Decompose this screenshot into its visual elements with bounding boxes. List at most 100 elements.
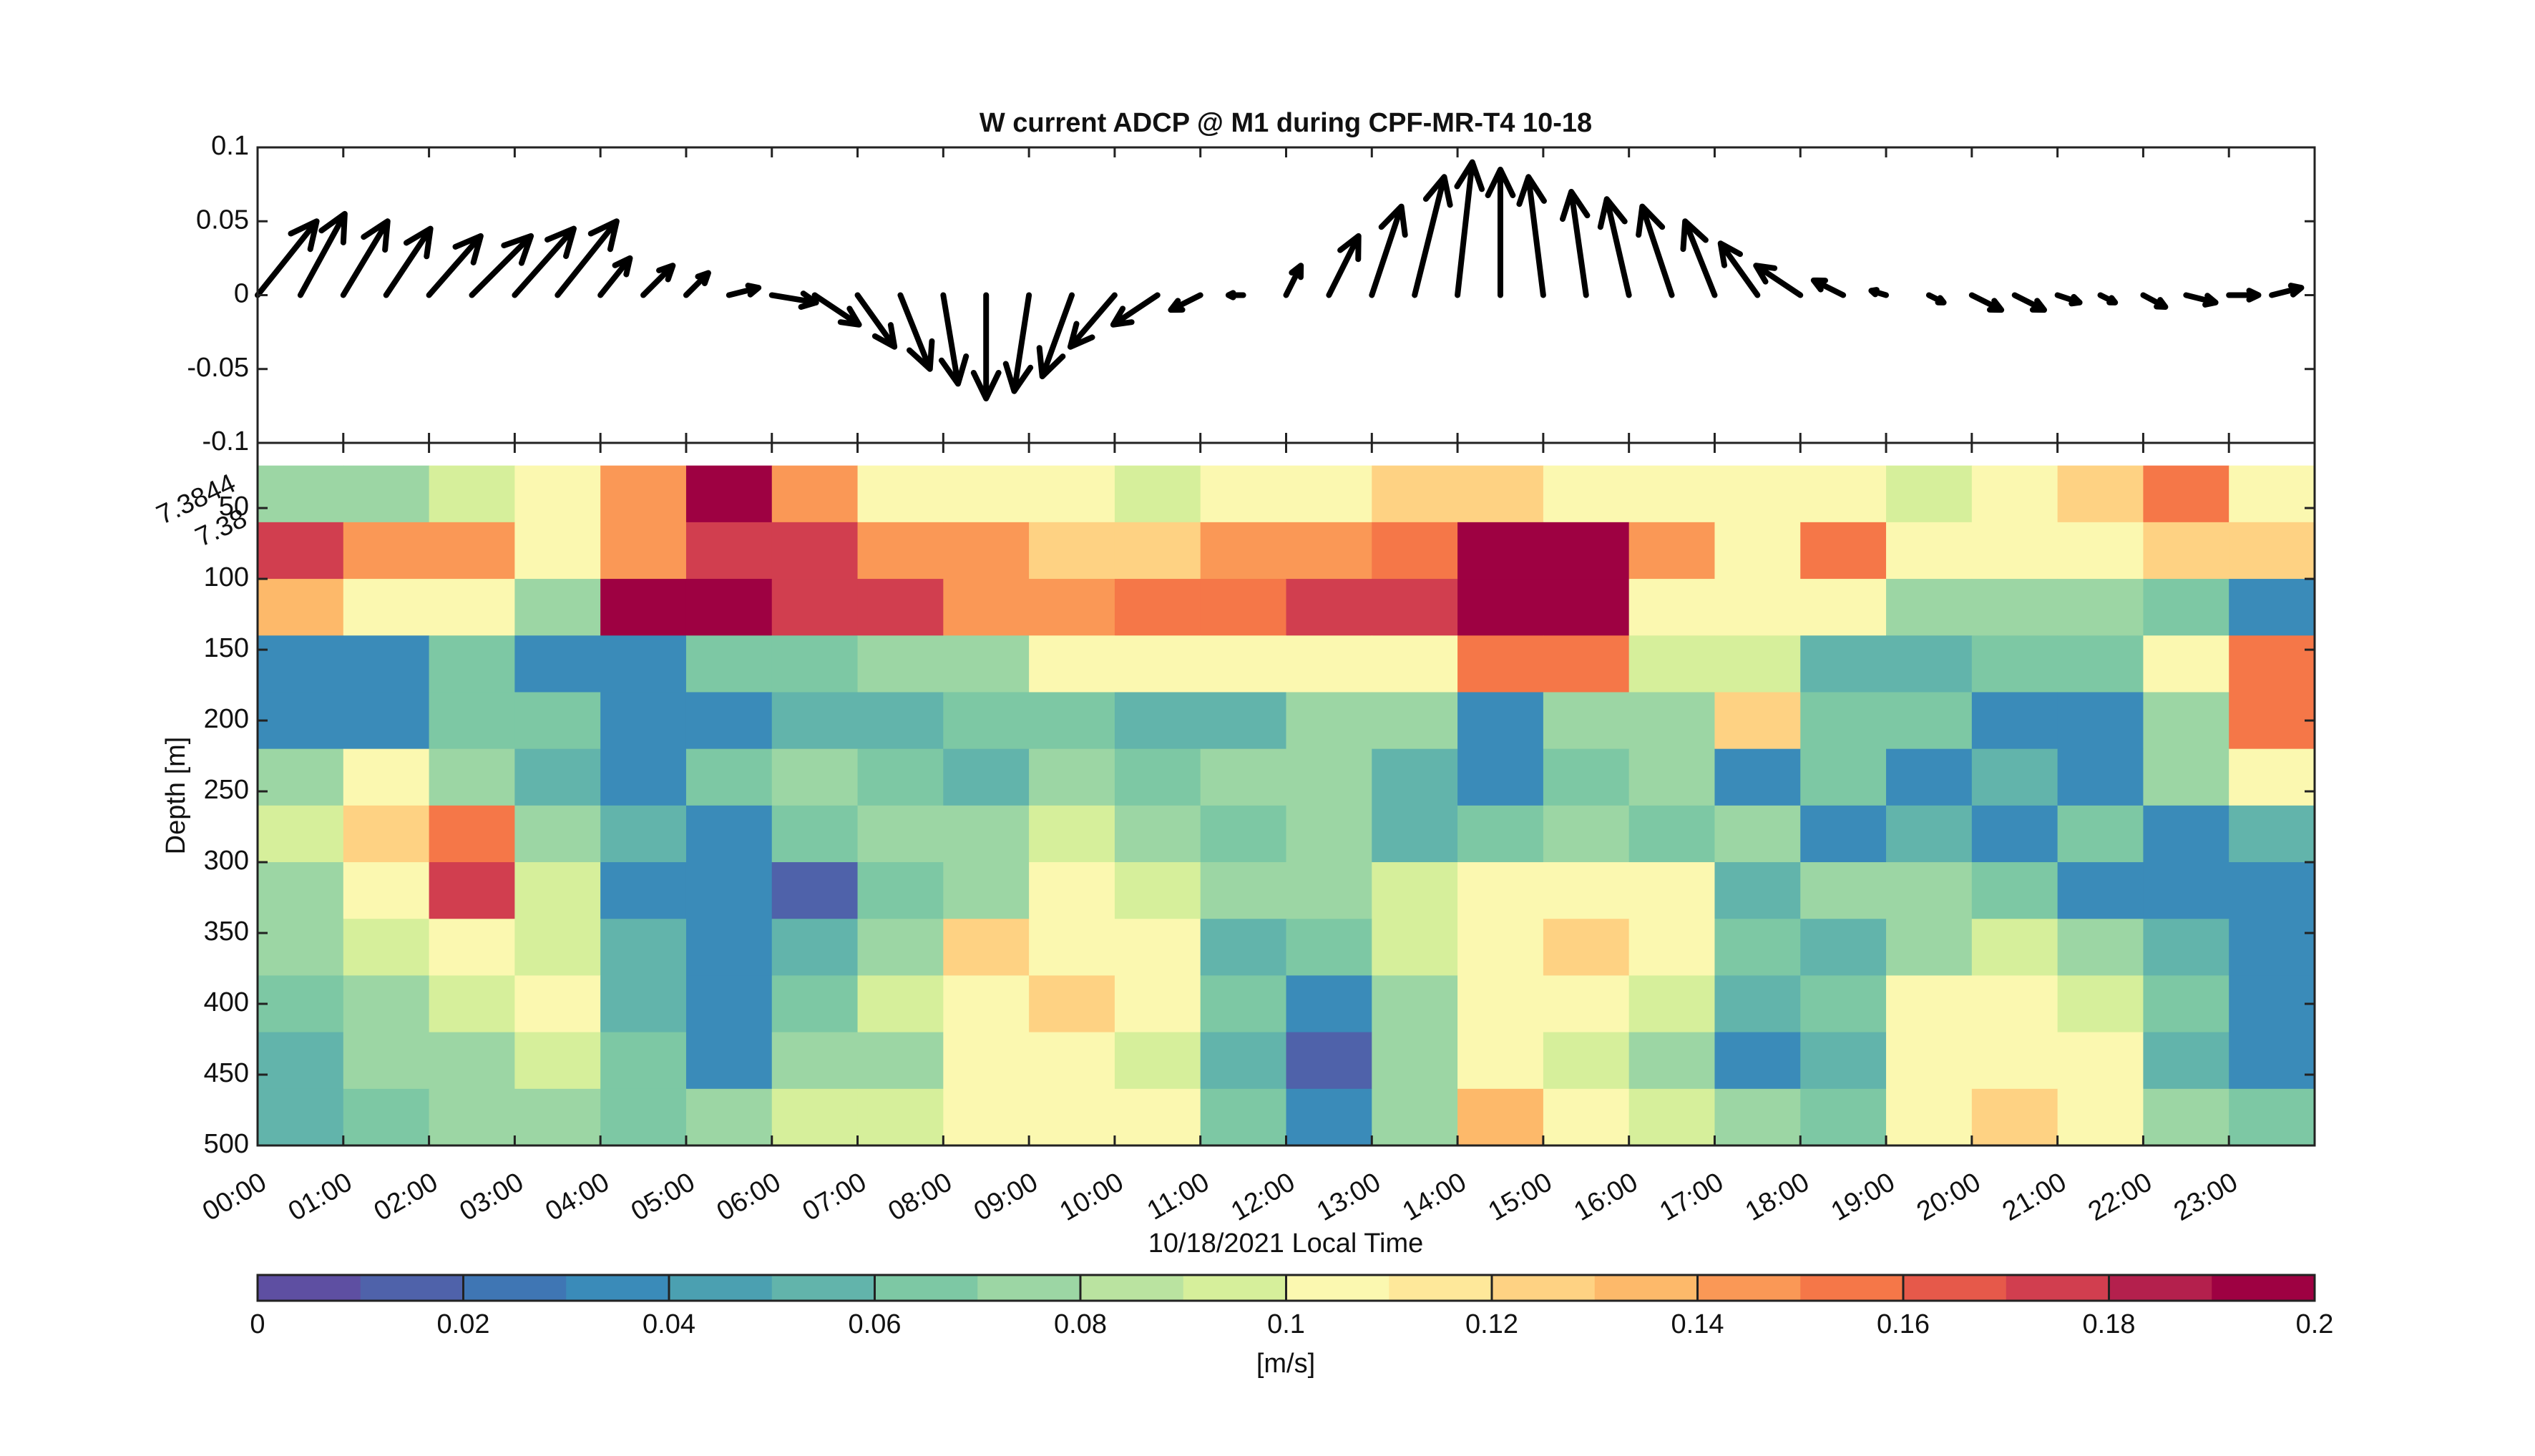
heatmap-cell [1114, 975, 1201, 1033]
colorbar-tick-label: 0.14 [1671, 1309, 1724, 1339]
heatmap-cell [1628, 579, 1715, 636]
arrow [2269, 283, 2305, 298]
y-tick-label: 300 [204, 846, 249, 876]
heatmap-cell [1800, 692, 1887, 750]
arrow [2097, 292, 2119, 306]
heatmap-cell [1628, 522, 1715, 580]
heatmap-cell [1971, 579, 2058, 636]
heatmap-cell [514, 748, 601, 806]
heatmap-cell [1457, 975, 1544, 1033]
heatmap-cell [857, 862, 944, 919]
heatmap-cell [258, 465, 344, 523]
heatmap-cell [857, 748, 944, 806]
arrow [297, 210, 348, 298]
colorbar-tick-label: 0.18 [2083, 1309, 2136, 1339]
heatmap-cell [1114, 1032, 1201, 1090]
heatmap-cell [1372, 1032, 1458, 1090]
heatmap-cell [1457, 579, 1544, 636]
heatmap-cell [343, 975, 430, 1033]
heatmap-cell [943, 522, 1030, 580]
heatmap-cell [600, 748, 687, 806]
colorbar-segment [1286, 1275, 1389, 1301]
heatmap-cell [1886, 919, 1973, 976]
heatmap-cell [2229, 522, 2315, 580]
heatmap-cell [1971, 635, 2058, 693]
heatmap-cell [771, 1088, 859, 1146]
y-tick-label: -0.1 [202, 426, 249, 456]
heatmap-cell [429, 465, 515, 523]
heatmap-cell [943, 975, 1030, 1033]
arrow [1717, 240, 1761, 298]
heatmap-cell [258, 1032, 344, 1090]
heatmap-cell [685, 805, 773, 863]
heatmap-cell [1886, 522, 1973, 580]
colorbar-segment [1080, 1275, 1184, 1301]
heatmap-cell [771, 635, 859, 693]
heatmap-cell [1457, 692, 1544, 750]
heatmap-cell [258, 635, 344, 693]
heatmap-cell [514, 1088, 601, 1146]
heatmap-cell [771, 805, 859, 863]
colorbar-segment [1183, 1275, 1286, 1301]
heatmap-cell [2143, 975, 2229, 1033]
colorbar-segment [977, 1275, 1081, 1301]
colorbar-segment [360, 1275, 464, 1301]
heatmap-cell [1971, 465, 2058, 523]
heatmap-cell [1457, 919, 1544, 976]
arrow [811, 292, 862, 328]
heatmap-cell [1114, 1088, 1201, 1146]
heatmap-cell [429, 748, 515, 806]
y-tick-label: -0.05 [187, 353, 249, 383]
heatmap-cell [2229, 805, 2315, 863]
y-tick-label: 50 [219, 492, 249, 522]
heatmap-cell [1200, 692, 1286, 750]
heatmap-cell [1457, 1088, 1544, 1146]
arrow [1225, 290, 1246, 301]
colorbar-segment [1594, 1275, 1698, 1301]
heatmap-cell [1372, 635, 1458, 693]
heatmap-cell [1543, 748, 1630, 806]
arrow [1283, 263, 1304, 298]
colorbar-tick-label: 0.2 [2296, 1309, 2334, 1339]
heatmap-cell [2229, 692, 2315, 750]
heatmap-cell [600, 1088, 687, 1146]
heatmap-cell [1200, 522, 1286, 580]
heatmap-cell [1457, 465, 1544, 523]
arrow [1680, 218, 1718, 298]
heatmap-cell [514, 862, 601, 919]
heatmap-cell [1886, 579, 1973, 636]
heatmap-cell [857, 1088, 944, 1146]
heatmap-cell [1372, 975, 1458, 1033]
arrow [2011, 292, 2048, 313]
heatmap-cell [2143, 805, 2229, 863]
heatmap-cell [1372, 1088, 1458, 1146]
heatmap-cell [258, 579, 344, 636]
heatmap-cell [1714, 1032, 1801, 1090]
heatmap-cell [514, 919, 601, 976]
arrow [1002, 292, 1034, 394]
heatmap-cell [1200, 1032, 1286, 1090]
heatmap-cell [2143, 919, 2229, 976]
colorbar-segment [2109, 1275, 2212, 1301]
heatmap-cell [2057, 919, 2144, 976]
heatmap-cell [343, 919, 430, 976]
arrow [768, 290, 819, 311]
colorbar-segment [874, 1275, 978, 1301]
heatmap-cell [943, 862, 1030, 919]
heatmap-cell [1971, 692, 2058, 750]
heatmap-cell [600, 579, 687, 636]
arrow [1597, 196, 1632, 298]
arrow [469, 233, 534, 298]
colorbar-segment [2006, 1275, 2109, 1301]
heatmap-cell [1886, 465, 1973, 523]
heatmap-cell [857, 522, 944, 580]
heatmap-cell [2057, 522, 2144, 580]
heatmap-cell [1714, 919, 1801, 976]
heatmap-cell [2143, 579, 2229, 636]
arrow [1067, 292, 1118, 350]
heatmap-cell [2229, 862, 2315, 919]
arrow [1110, 292, 1161, 328]
colorbar-segment [2212, 1275, 2315, 1301]
colorbar [258, 1275, 2315, 1301]
heatmap-cell [1114, 692, 1201, 750]
